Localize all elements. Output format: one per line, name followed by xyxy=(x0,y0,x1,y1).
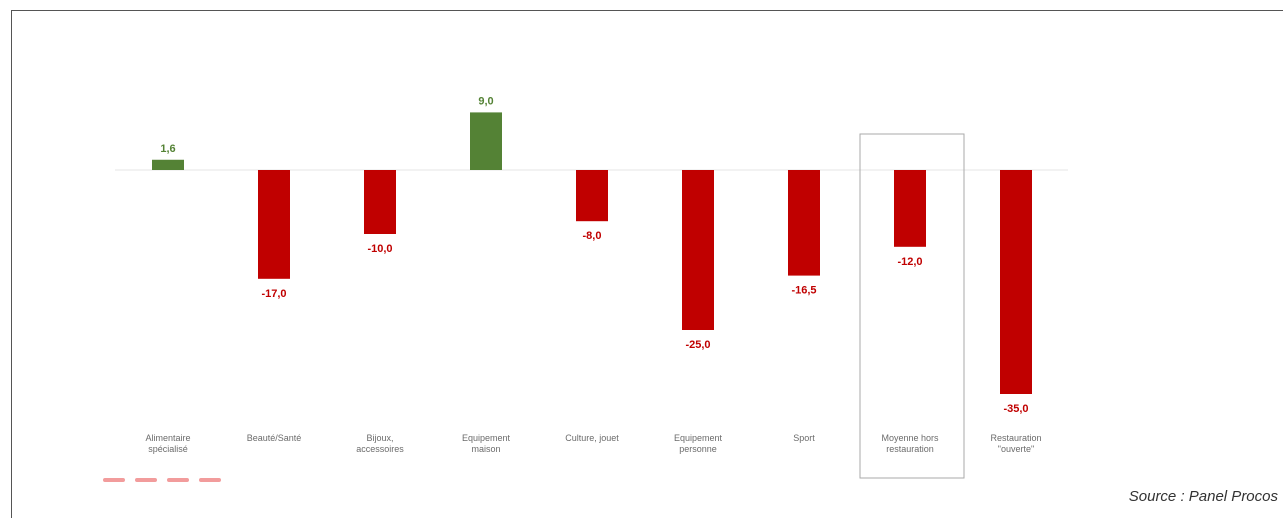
value-label: -25,0 xyxy=(685,339,710,351)
category-label: Equipement personne xyxy=(674,433,723,454)
value-label: -10,0 xyxy=(367,243,392,255)
chart-frame xyxy=(11,10,1283,518)
bar-5 xyxy=(682,170,714,330)
category-label: Restauration "ouverte" xyxy=(990,433,1041,454)
bar-2 xyxy=(364,170,396,234)
value-label: -17,0 xyxy=(261,288,286,300)
category-label: Culture, jouet xyxy=(565,433,619,443)
value-label: -16,5 xyxy=(791,285,816,297)
category-label: Alimentaire spécialisé xyxy=(145,433,190,454)
bar-3 xyxy=(470,112,502,170)
bar-8 xyxy=(1000,170,1032,394)
source-note: Source : Panel Procos xyxy=(1128,488,1278,505)
category-label: Bijoux, accessoires xyxy=(356,433,404,454)
value-label: 9,0 xyxy=(478,95,493,107)
value-label: 1,6 xyxy=(160,143,175,155)
bar-0 xyxy=(152,159,184,170)
bar-6 xyxy=(788,170,820,276)
value-label: -35,0 xyxy=(1003,403,1028,415)
bar-4 xyxy=(576,170,608,222)
value-label: -8,0 xyxy=(583,230,602,242)
bar-1 xyxy=(258,170,290,279)
category-label: Equipement maison xyxy=(462,433,511,454)
bar-7 xyxy=(894,170,926,247)
decorative-logo-strip xyxy=(103,478,221,482)
highlight-box xyxy=(859,133,965,479)
category-label: Beauté/Santé xyxy=(247,433,302,443)
value-label: -12,0 xyxy=(897,256,922,268)
category-label: Moyenne hors restauration xyxy=(881,433,939,454)
category-label: Sport xyxy=(793,433,815,443)
